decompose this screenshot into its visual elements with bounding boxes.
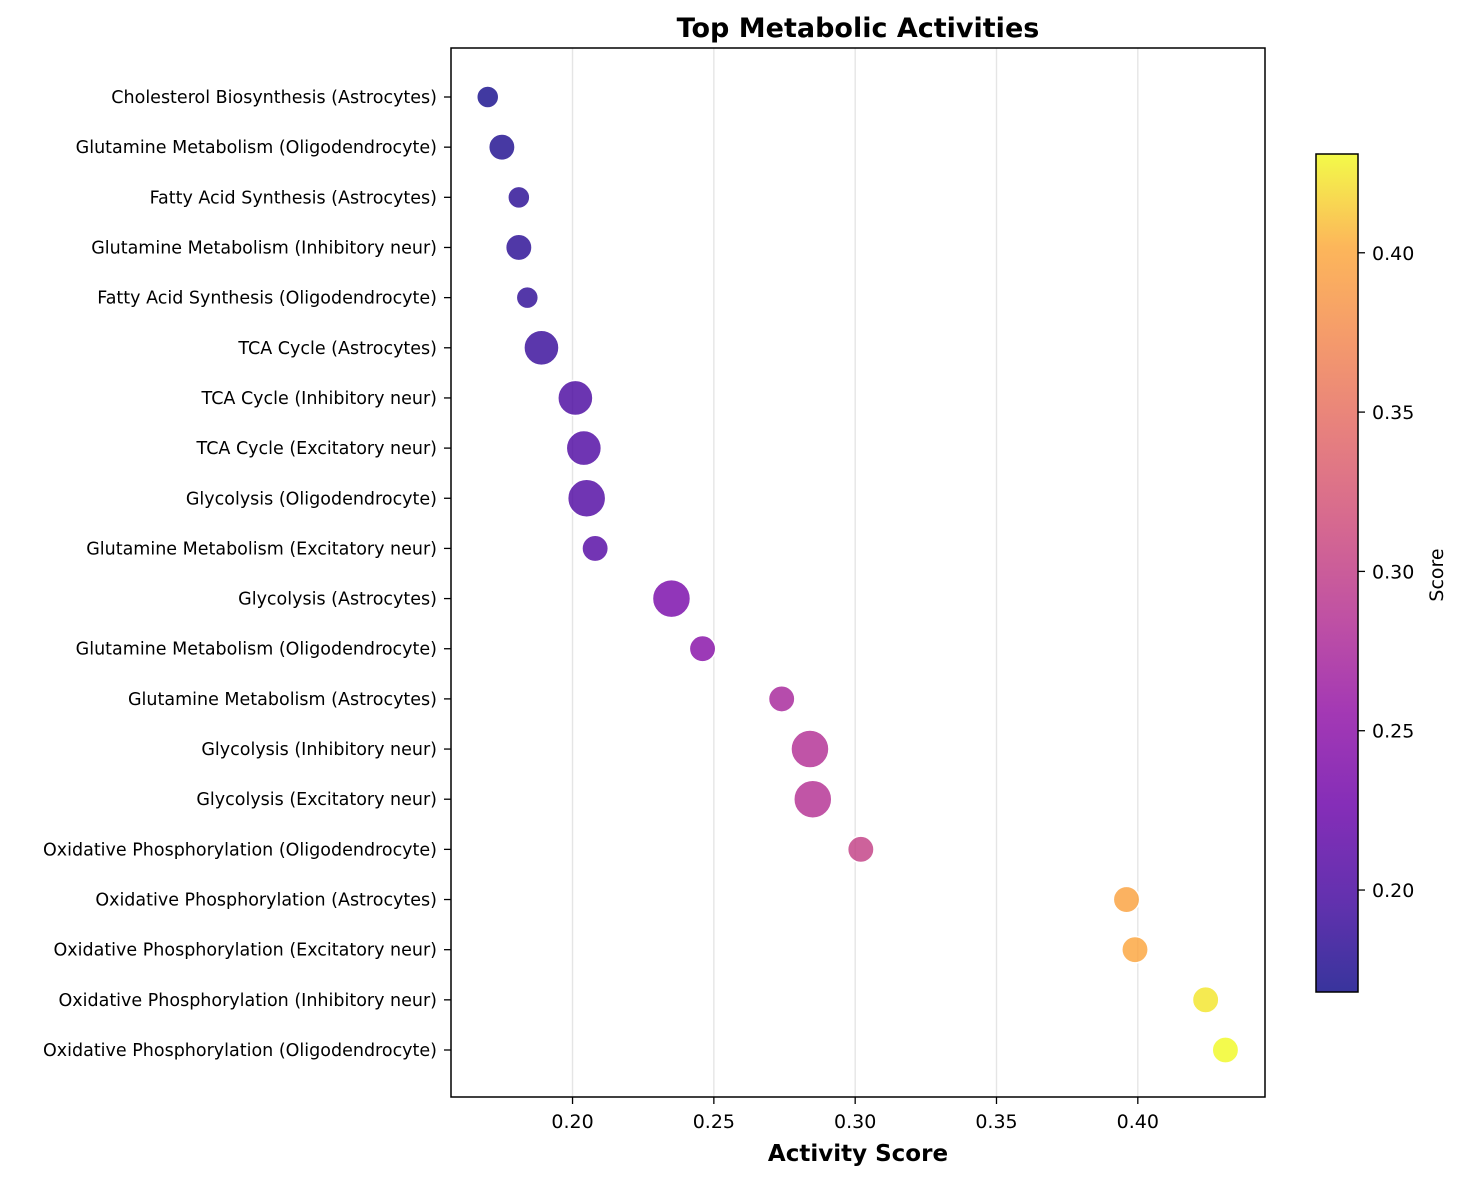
data-point [507,185,531,210]
y-tick-label: Glycolysis (Oligodendrocyte) [186,489,437,509]
data-point [515,285,540,310]
y-tick-label: Oxidative Phosphorylation (Oligodendrocy… [43,1041,437,1061]
x-tick-label: 0.25 [693,1111,735,1133]
plot-frame [450,47,1266,1098]
colorbar: 0.20 0.25 0.30 0.35 0.40 Score [1315,153,1448,993]
y-tick-label: Oxidative Phosphorylation (Inhibitory ne… [59,991,438,1011]
data-point [651,578,692,619]
y-tick-label: Fatty Acid Synthesis (Oligodendrocyte) [97,289,437,309]
colorbar-ticks: 0.20 0.25 0.30 0.35 0.40 [1358,243,1414,902]
y-tick-label: TCA Cycle (Excitatory neur) [196,439,437,459]
colorbar-tick-label: 0.25 [1372,721,1414,743]
data-point [557,379,594,417]
data-point [1112,885,1141,914]
y-tick-label: Glycolysis (Excitatory neur) [196,790,437,810]
y-axis: Cholesterol Biosynthesis (Astrocytes) Glu… [43,88,451,1061]
colorbar-tick-label: 0.20 [1372,880,1414,902]
x-tick-label: 0.35 [975,1111,1017,1133]
data-point [566,478,607,519]
data-point [504,233,533,262]
data-point [688,634,717,663]
x-gridlines [571,48,1139,1097]
x-axis: 0.20 0.25 0.30 0.35 0.40 [551,1097,1159,1133]
y-tick-label: TCA Cycle (Astrocytes) [237,339,437,359]
colorbar-gradient [1316,154,1358,992]
data-point [565,429,603,467]
data-point [790,729,830,769]
data-point [523,329,560,367]
colorbar-tick-label: 0.30 [1372,561,1414,583]
x-tick-label: 0.20 [551,1111,593,1133]
data-point [846,835,875,864]
y-tick-label: Glycolysis (Inhibitory neur) [201,740,437,760]
y-tick-label: Oxidative Phosphorylation (Astrocytes) [95,891,437,911]
colorbar-label: Score [1426,548,1448,601]
data-points [475,85,1240,1064]
x-tick-label: 0.30 [834,1111,876,1133]
data-point [487,133,516,162]
y-tick-label: TCA Cycle (Inhibitory neur) [201,389,437,409]
x-tick-label: 0.40 [1117,1111,1159,1133]
data-point [1191,985,1220,1014]
data-point [1211,1036,1240,1064]
colorbar-frame [1315,153,1359,993]
data-point [1121,935,1149,964]
y-tick-label: Glycolysis (Astrocytes) [238,590,437,610]
x-axis-label: Activity Score [768,1141,948,1167]
y-tick-label: Glutamine Metabolism (Excitatory neur) [86,539,437,559]
colorbar-tick-label: 0.35 [1372,402,1414,424]
y-tick-label: Glutamine Metabolism (Oligodendrocyte) [76,640,437,660]
y-tick-label: Oxidative Phosphorylation (Oligodendrocy… [43,840,437,860]
colorbar-tick-label: 0.40 [1372,243,1414,265]
data-point [793,779,833,819]
y-tick-label: Glutamine Metabolism (Oligodendrocyte) [76,138,437,158]
y-tick-label: Oxidative Phosphorylation (Excitatory ne… [54,941,438,961]
chart-title: Top Metabolic Activities [677,13,1040,44]
y-tick-label: Glutamine Metabolism (Inhibitory neur) [91,238,437,258]
data-point [767,684,796,713]
y-tick-label: Fatty Acid Synthesis (Astrocytes) [150,188,437,208]
y-tick-label: Cholesterol Biosynthesis (Astrocytes) [111,88,437,108]
data-point [475,85,500,109]
y-tick-label: Glutamine Metabolism (Astrocytes) [128,690,437,710]
data-point [581,534,610,563]
